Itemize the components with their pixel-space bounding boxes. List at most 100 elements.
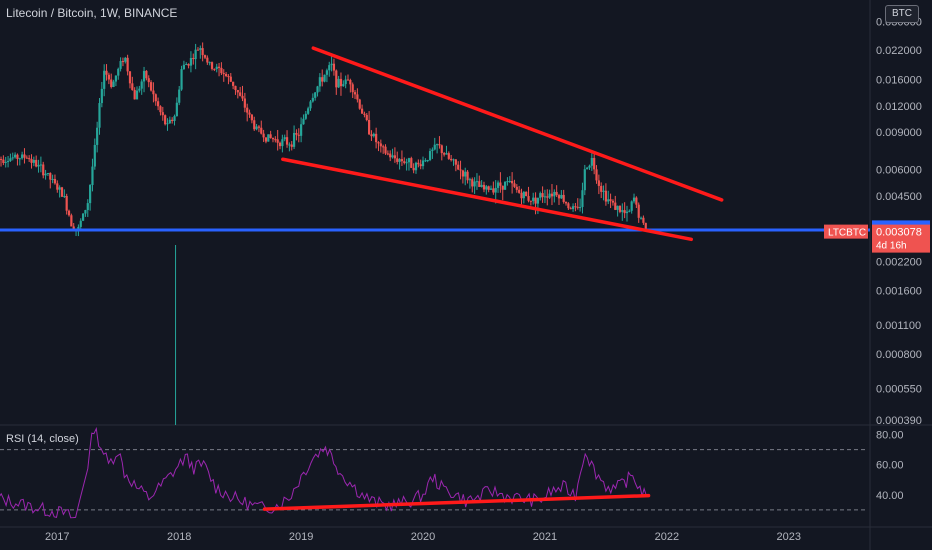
- candle-body: [112, 81, 115, 87]
- candle-body: [464, 171, 467, 177]
- candle-body: [433, 144, 436, 150]
- candle-body: [149, 82, 153, 91]
- candle-body: [457, 164, 460, 170]
- candle-body: [278, 142, 282, 147]
- candle-body: [384, 146, 387, 154]
- candle-body: [79, 220, 82, 227]
- candle-body: [58, 187, 61, 190]
- candle-body: [67, 210, 71, 216]
- price-tick-label: 0.000390: [876, 415, 922, 427]
- candle-body: [131, 83, 134, 90]
- price-tick-label: 0.022000: [876, 45, 922, 57]
- candle-body: [295, 132, 298, 135]
- candle-body: [494, 187, 497, 193]
- symbol-price-label: 0.003078: [876, 227, 922, 239]
- candle-body: [117, 68, 120, 76]
- candle-body: [178, 89, 181, 103]
- candle-body: [210, 62, 214, 69]
- candle-body: [189, 57, 193, 66]
- candle-body: [89, 185, 92, 204]
- candle-body: [398, 159, 401, 162]
- candle-body: [44, 173, 47, 176]
- candle-body: [37, 164, 40, 167]
- candle-body: [192, 57, 195, 60]
- candle-body: [349, 79, 352, 85]
- candle-body: [445, 153, 448, 155]
- candle-body: [318, 77, 321, 87]
- price-tick-label: 0.009000: [876, 127, 922, 139]
- countdown-label: 4d 16h: [876, 241, 907, 252]
- candle-body: [541, 193, 544, 198]
- candle-body: [527, 196, 530, 201]
- candle-body: [100, 88, 103, 104]
- candle-body: [274, 139, 277, 141]
- rsi-trendline[interactable]: [262, 493, 651, 511]
- time-tick-label: 2021: [533, 531, 557, 543]
- rsi-tick-label: 60.00: [876, 460, 904, 472]
- candle-body: [234, 85, 237, 91]
- candle-body: [84, 210, 87, 214]
- candle-body: [588, 165, 591, 168]
- candle-body: [419, 164, 422, 167]
- candle-body: [644, 222, 647, 231]
- candle-body: [215, 66, 218, 69]
- candle-body: [471, 179, 474, 187]
- candle-body: [161, 112, 164, 116]
- rsi-tick-label: 40.00: [876, 490, 904, 502]
- candle-body: [630, 201, 633, 211]
- candle-body: [447, 153, 450, 159]
- candle-body: [18, 158, 21, 160]
- candle-body: [382, 146, 385, 148]
- candle-body: [11, 157, 14, 159]
- wedge-lower-trendline[interactable]: [281, 157, 693, 242]
- candle-body: [351, 84, 354, 93]
- candle-body: [557, 195, 561, 199]
- currency-unit-button[interactable]: BTC: [885, 5, 919, 23]
- candle-body: [635, 197, 638, 205]
- candle-body: [260, 127, 263, 134]
- candle-body: [35, 159, 38, 167]
- candle-body: [581, 190, 584, 207]
- candle-body: [229, 76, 232, 82]
- candle-body: [77, 226, 80, 229]
- candle-body: [571, 206, 575, 209]
- candle-body: [271, 137, 275, 140]
- candle-body: [281, 139, 284, 147]
- candle-body: [297, 134, 300, 136]
- candle-body: [91, 166, 94, 186]
- candle-body: [564, 201, 568, 204]
- candle-body: [452, 159, 455, 161]
- candle-body: [166, 123, 169, 125]
- candle-body: [602, 190, 605, 192]
- price-tick-label: 0.000800: [876, 349, 922, 361]
- candle-body: [520, 192, 523, 199]
- candle-body: [65, 195, 68, 211]
- candle-body: [133, 89, 136, 100]
- candle-body: [482, 184, 486, 190]
- candle-body: [248, 112, 251, 115]
- candle-body: [618, 205, 622, 212]
- candle-body: [489, 188, 493, 190]
- candle-body: [330, 63, 333, 66]
- time-tick-label: 2018: [167, 531, 191, 543]
- candle-body: [114, 75, 118, 82]
- candle-body: [164, 115, 167, 125]
- candle-body: [51, 178, 54, 180]
- candle-body: [63, 195, 66, 197]
- wedge-upper-trendline[interactable]: [311, 46, 724, 202]
- candle-body: [304, 113, 307, 119]
- symbol-badge[interactable]: [824, 224, 868, 239]
- candle-body: [196, 49, 200, 51]
- candle-body: [105, 70, 108, 75]
- candle-body: [32, 159, 35, 163]
- candle-body: [574, 206, 577, 208]
- candle-body: [325, 70, 329, 75]
- candle-body: [224, 73, 228, 77]
- candle-body: [368, 119, 371, 135]
- candle-body: [182, 64, 185, 70]
- candle-body: [459, 169, 462, 171]
- time-tick-label: 2020: [411, 531, 435, 543]
- candle-body: [546, 196, 549, 198]
- price-tick-label: 0.016000: [876, 74, 922, 86]
